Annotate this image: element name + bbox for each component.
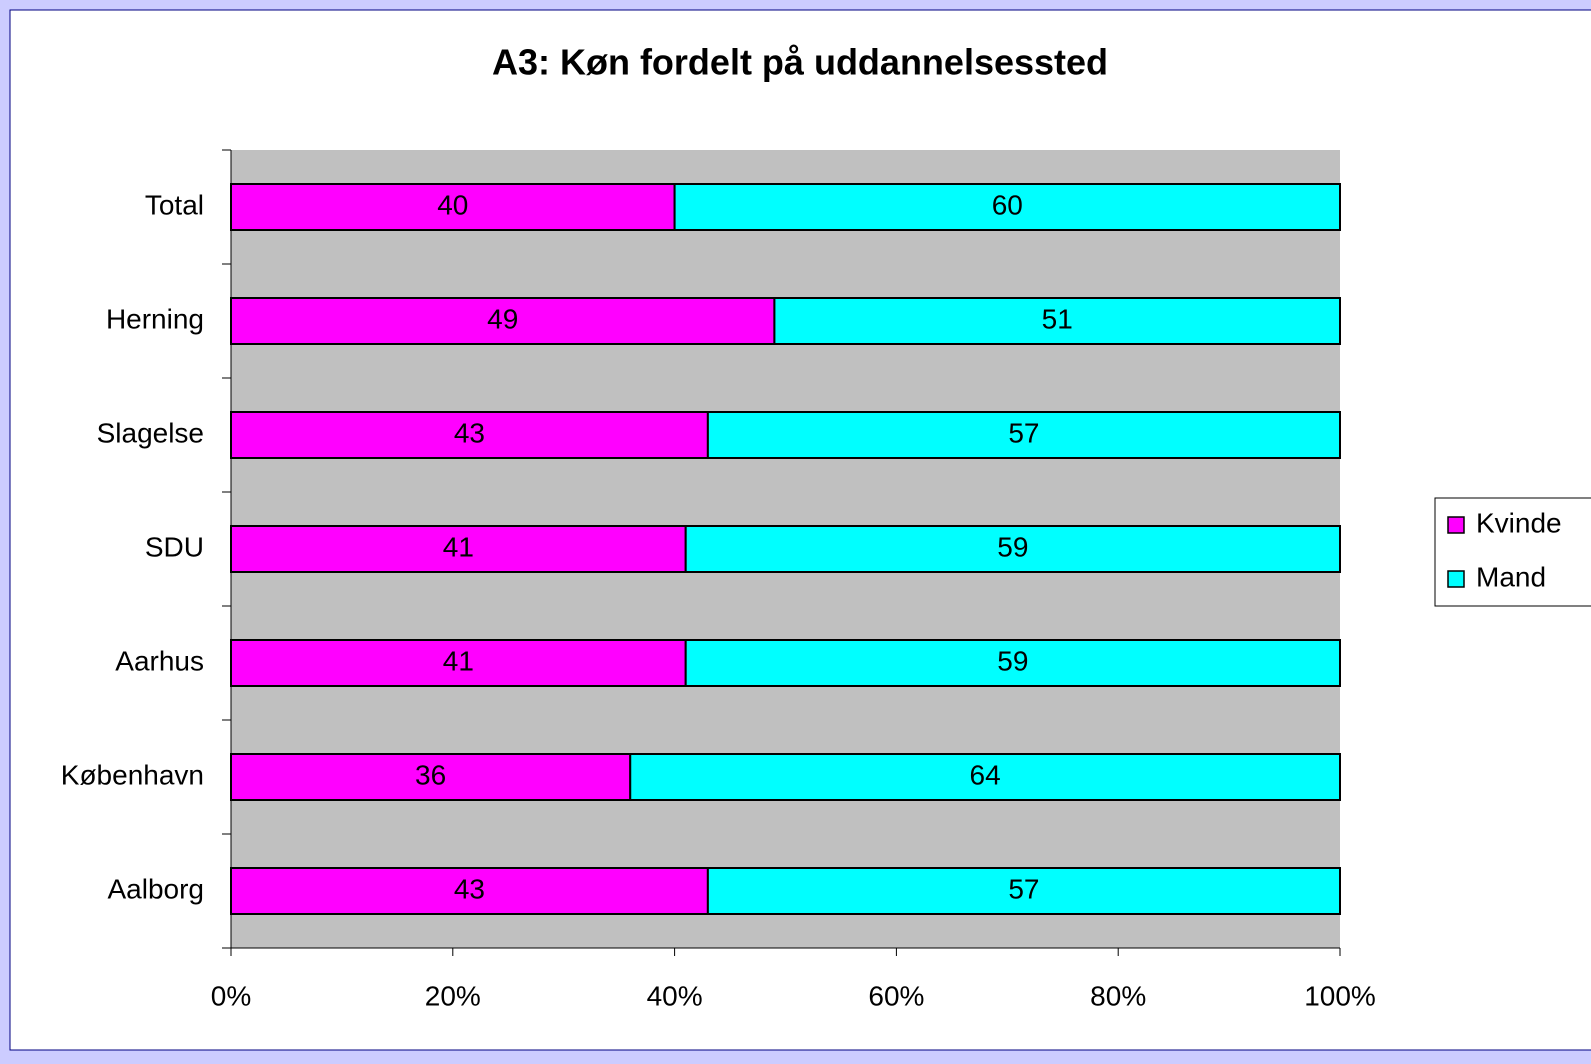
x-tick-label: 100% [1304,980,1376,1011]
bar-segment [230,297,776,345]
data-label: 36 [415,759,446,790]
y-tick-label: Slagelse [97,417,204,448]
data-label: 59 [997,645,1028,676]
bar-segment [230,753,632,801]
data-label: 43 [454,873,485,904]
legend-label: Mand [1476,561,1546,592]
x-tick-label: 0% [211,980,251,1011]
data-label: 57 [1008,873,1039,904]
bar-segment [706,411,1341,459]
bar-segment [230,525,687,573]
bar-segment [629,753,1341,801]
bar-segment [773,297,1341,345]
bar-segment [684,525,1341,573]
x-tick-label: 80% [1090,980,1146,1011]
bar-segment [230,867,709,915]
data-label: 40 [437,189,468,220]
x-tick-label: 60% [868,980,924,1011]
data-label: 60 [992,189,1023,220]
y-tick-label: Herning [106,303,204,334]
bar-segment [230,411,709,459]
bar-segment [684,639,1341,687]
data-label: 43 [454,417,485,448]
data-label: 57 [1008,417,1039,448]
y-tick-label: Total [145,189,204,220]
bar-segment [230,639,687,687]
legend-box [1434,497,1591,607]
x-tick-label: 20% [425,980,481,1011]
y-tick-label: SDU [145,531,204,562]
data-label: 41 [443,645,474,676]
legend-label: Kvinde [1476,507,1562,538]
chart-title: A3: Køn fordelt på uddannelsessted [492,42,1108,83]
data-label: 51 [1042,303,1073,334]
bar-segment [706,867,1341,915]
x-tick-label: 40% [647,980,703,1011]
data-label: 49 [487,303,518,334]
data-label: 64 [970,759,1001,790]
y-tick-label: Aalborg [107,873,204,904]
bar-segment [673,183,1341,231]
legend-swatch [1447,570,1465,588]
legend-swatch [1447,516,1465,534]
data-label: 59 [997,531,1028,562]
y-tick-label: Aarhus [115,645,204,676]
data-label: 41 [443,531,474,562]
bar-segment [230,183,676,231]
y-tick-label: København [61,759,204,790]
